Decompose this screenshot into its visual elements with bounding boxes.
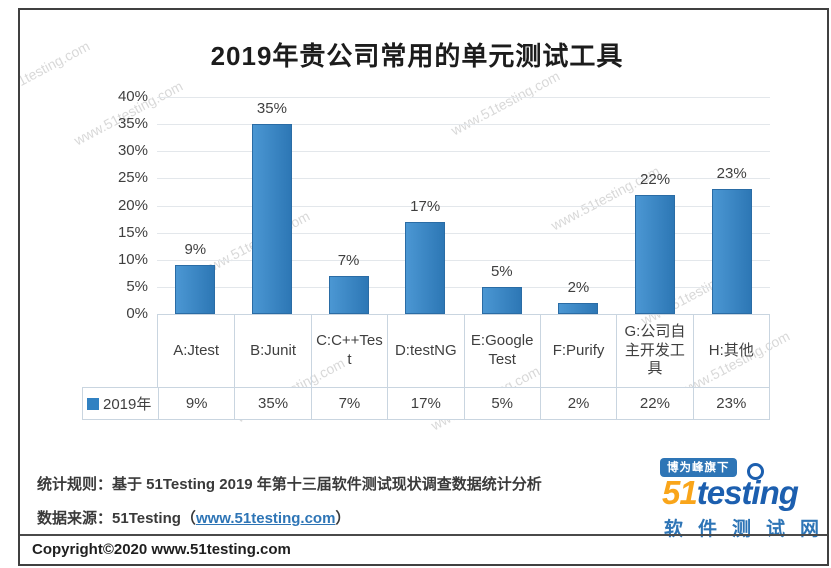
logo-subtitle: 软件测试网 [664, 519, 829, 540]
plot-area: 9% 35% 7% 17% 5% 2% 22% 23% [157, 97, 770, 315]
bar-E:Google Test [481, 286, 522, 314]
bar-value-label: 9% [184, 241, 207, 259]
gridline [157, 286, 770, 288]
stat-rule-text: 基于 51Testing 2019 年第十三届软件测试现状调查数据统计分析 [112, 476, 542, 493]
y-tick-label: 15% [117, 223, 148, 241]
bar-C:C++Test [328, 276, 369, 314]
copyright-text: Copyright©2020 www.51testing.com [32, 541, 291, 558]
bar-value-label: 7% [337, 252, 360, 270]
y-tick-label: 40% [117, 88, 148, 105]
stat-rule-line: 统计规则：基于 51Testing 2019 年第十三届软件测试现状调查数据统计… [37, 473, 542, 494]
data-source-line: 数据来源：51Testing（www.51testing.com） [37, 507, 350, 528]
y-tick-label: 35% [117, 115, 148, 133]
y-tick-label: 30% [117, 142, 148, 160]
bar-D:testNG [405, 221, 446, 314]
51testing-logo: 博为峰旗下 51testi ng 软件测试网 [660, 458, 829, 542]
gridline [157, 178, 770, 180]
y-axis-labels: 40% 35% 30% 25% 20% 15% 10% 5% 0% [80, 88, 148, 322]
logo-badge: 博为峰旗下 [660, 458, 737, 477]
category-header-cell: D:testNG [387, 315, 463, 387]
y-tick-label: 10% [117, 250, 148, 268]
bar-value-label: 35% [256, 100, 287, 118]
gridline [157, 259, 770, 261]
legend-2019: 2019年 [83, 388, 158, 419]
category-header-cell: C:C++Test [310, 315, 387, 387]
data-source-text: 51Testing（ [112, 510, 196, 527]
gridline [157, 97, 770, 98]
logo-brand-test: test [696, 474, 753, 511]
bar-H:其他 [711, 189, 752, 314]
y-tick-label: 25% [117, 169, 148, 187]
stat-rule-label: 统计规则： [37, 476, 113, 493]
51testing-link[interactable]: www.51testing.com [195, 510, 336, 527]
bar-value-label: 5% [490, 262, 513, 280]
bar-value-label: 23% [716, 165, 747, 183]
logo-brand-51: 51 [662, 474, 698, 511]
table-value-cell: 23% [692, 388, 769, 419]
y-tick-label: 0% [126, 305, 148, 322]
magnifier-icon [747, 463, 765, 480]
logo-brand-i: i [747, 463, 765, 511]
gridline [157, 205, 770, 207]
table-value-cell: 17% [387, 388, 463, 419]
table-value-cell: 22% [616, 388, 692, 419]
category-header-cell: H:其他 [692, 315, 769, 387]
legend-swatch-icon [87, 397, 99, 410]
chart-title: 2019年贵公司常用的单元测试工具 [210, 41, 624, 71]
table-value-cell: 35% [234, 388, 310, 419]
logo-brand-ng: ng [759, 474, 799, 511]
bar-value-label: 22% [640, 170, 671, 188]
footer-divider [20, 534, 827, 536]
category-header-cell: E:Google Test [463, 315, 540, 387]
data-table-header: A:Jtest B:Junit C:C++Test D:testNG E:Google … [157, 314, 770, 387]
logo-brand: 51testi ng [662, 463, 799, 512]
gridline [157, 232, 770, 234]
category-header-cell: F:Purify [539, 315, 616, 387]
legend-label: 2019年 [103, 396, 152, 413]
data-source-suffix: ） [335, 510, 351, 527]
data-table-values: 2019年 9% 35% 7% 17% 5% 2% 22% 23% [82, 387, 770, 420]
report-frame: www.51testing.com www.51testing.com www.51… [18, 8, 829, 566]
bar-G:公司自主开发工具 [635, 194, 676, 314]
table-value-cell: 7% [310, 388, 387, 419]
y-tick-label: 20% [117, 196, 148, 214]
category-header-cell: A:Jtest [173, 341, 220, 359]
table-value-cell: 5% [463, 388, 540, 419]
gridline [157, 151, 770, 153]
category-header-cell: G:公司自主开发工具 [616, 315, 692, 387]
bar-A:Jtest [175, 265, 216, 314]
gridline [157, 124, 770, 126]
bar-value-label: 2% [567, 279, 590, 297]
bar-B:Junit [251, 124, 292, 314]
bar-F:Purify [558, 303, 599, 314]
data-source-label: 数据来源： [37, 510, 113, 527]
y-tick-label: 5% [126, 277, 148, 295]
table-value-cell: 2% [539, 388, 616, 419]
category-header-cell: B:Junit [234, 315, 310, 387]
table-value-cell: 9% [158, 388, 234, 419]
bar-value-label: 17% [410, 197, 441, 215]
